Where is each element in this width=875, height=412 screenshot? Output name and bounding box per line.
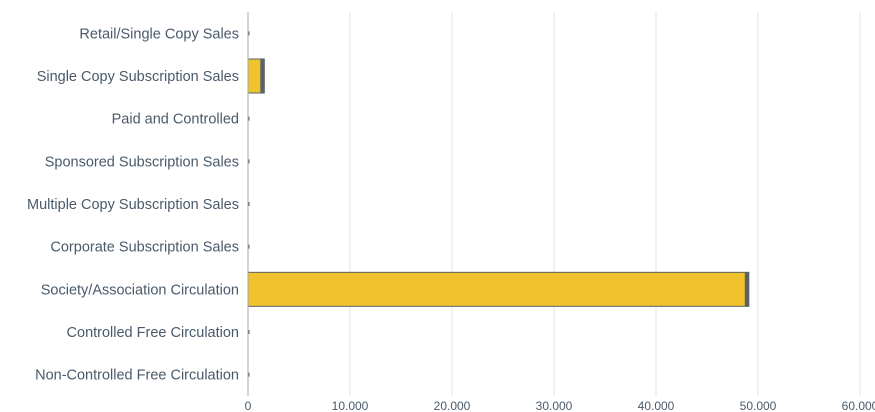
category-label: Multiple Copy Subscription Sales bbox=[27, 197, 239, 213]
bar bbox=[248, 116, 250, 121]
category-label: Sponsored Subscription Sales bbox=[45, 154, 239, 170]
x-tick-labels: 0 10.000 20.000 30.000 40.000 50.000 60.000 bbox=[245, 399, 875, 412]
category-label: Corporate Subscription Sales bbox=[50, 240, 239, 256]
bar-edge-shadow bbox=[744, 272, 749, 307]
x-tick-label: 0 bbox=[245, 399, 252, 412]
category-labels: Retail/Single Copy Sales Single Copy Subs… bbox=[27, 26, 239, 383]
category-label: Controlled Free Circulation bbox=[67, 325, 239, 341]
category-label: Paid and Controlled bbox=[112, 112, 239, 128]
bar bbox=[248, 31, 250, 36]
x-tick-label: 40.000 bbox=[638, 399, 675, 412]
x-tick-label: 30.000 bbox=[536, 399, 573, 412]
x-tick-label: 60.000 bbox=[842, 399, 875, 412]
bar bbox=[248, 202, 250, 206]
bars bbox=[247, 31, 750, 377]
category-label: Retail/Single Copy Sales bbox=[79, 26, 239, 42]
bar bbox=[248, 372, 250, 377]
bar bbox=[248, 244, 250, 249]
category-label: Single Copy Subscription Sales bbox=[37, 69, 239, 85]
x-tick-label: 50.000 bbox=[740, 399, 777, 412]
category-label: Non-Controlled Free Circulation bbox=[35, 368, 239, 384]
grid-lines bbox=[349, 12, 861, 396]
x-tick-label: 20.000 bbox=[434, 399, 471, 412]
category-label: Society/Association Circulation bbox=[41, 282, 239, 298]
x-tick-label: 10.000 bbox=[332, 399, 369, 412]
bar-edge-shadow bbox=[260, 59, 265, 93]
bar bbox=[247, 271, 750, 307]
bar bbox=[248, 159, 250, 164]
bar bbox=[248, 330, 250, 334]
